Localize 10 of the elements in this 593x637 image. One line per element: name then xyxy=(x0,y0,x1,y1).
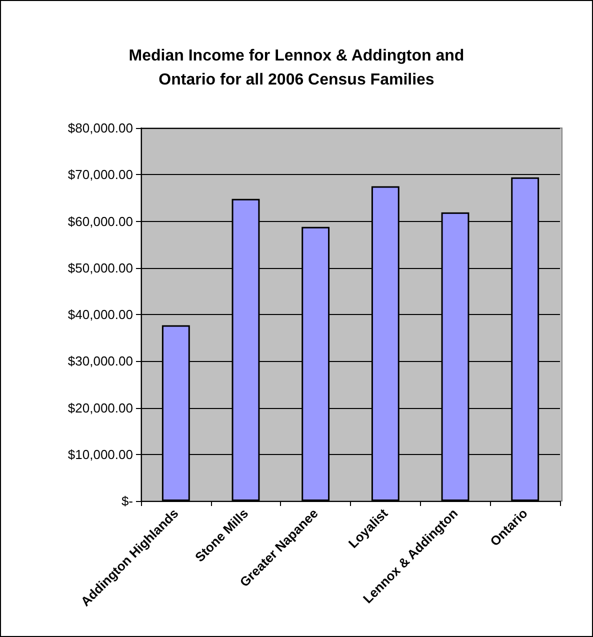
y-tick-label: $50,000.00 xyxy=(68,260,133,276)
y-tick-label: $- xyxy=(121,494,133,508)
y-tick-label: $20,000.00 xyxy=(68,400,133,416)
y-tick-label: $10,000.00 xyxy=(68,446,133,462)
chart-title: Median Income for Lennox & Addington and Ontario for all 2006 Census Families xyxy=(128,48,464,88)
y-tick-label: $40,000.00 xyxy=(68,307,133,322)
y-tick-label: $80,000.00 xyxy=(68,120,133,136)
y-tick-label: $70,000.00 xyxy=(68,167,133,182)
y-tick-label: $60,000.00 xyxy=(68,214,133,229)
y-tick-label: $30,000.00 xyxy=(68,354,133,369)
